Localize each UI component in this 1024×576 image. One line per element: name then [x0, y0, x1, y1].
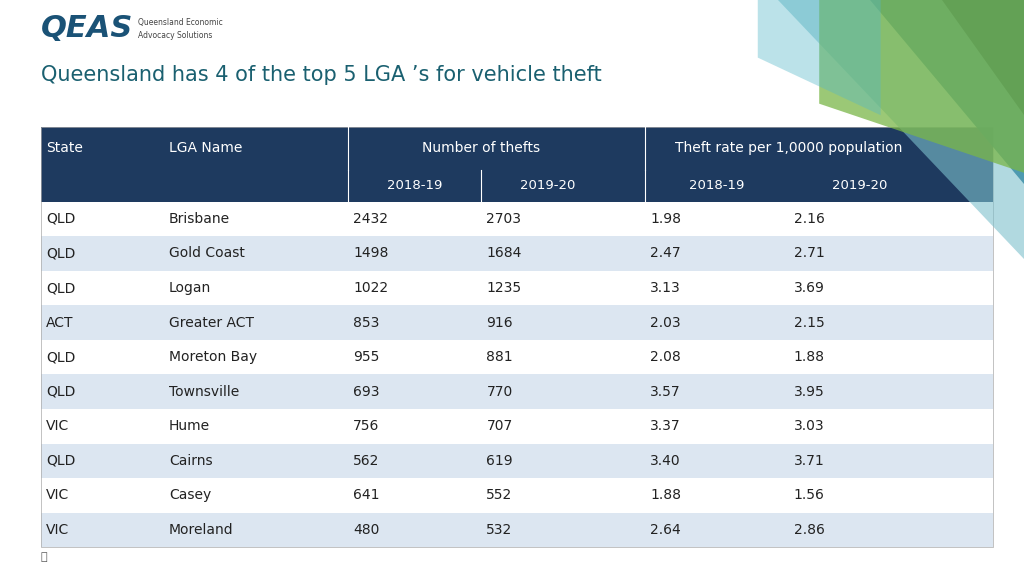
- Text: Theft rate per 1,0000 population: Theft rate per 1,0000 population: [675, 141, 902, 156]
- Text: 2018-19: 2018-19: [689, 179, 744, 192]
- Text: 2.15: 2.15: [794, 316, 824, 329]
- Text: 3.03: 3.03: [794, 419, 824, 433]
- Text: Moreton Bay: Moreton Bay: [169, 350, 257, 364]
- Polygon shape: [758, 0, 881, 115]
- Text: 916: 916: [486, 316, 513, 329]
- Text: 3.71: 3.71: [794, 454, 824, 468]
- Text: 3.40: 3.40: [650, 454, 681, 468]
- Text: Casey: Casey: [169, 488, 211, 502]
- Text: ACT: ACT: [46, 316, 74, 329]
- Bar: [41, 513, 993, 547]
- Text: Townsville: Townsville: [169, 385, 240, 399]
- Text: Ⓒ: Ⓒ: [41, 552, 47, 562]
- Text: Number of thefts: Number of thefts: [422, 141, 541, 156]
- Text: 2.08: 2.08: [650, 350, 681, 364]
- Bar: [41, 478, 993, 513]
- Text: 1684: 1684: [486, 247, 522, 260]
- Text: 2019-20: 2019-20: [833, 179, 888, 192]
- Text: Cairns: Cairns: [169, 454, 213, 468]
- Text: 1.98: 1.98: [650, 212, 681, 226]
- Text: 480: 480: [353, 523, 380, 537]
- Bar: [41, 444, 993, 478]
- Bar: [41, 409, 993, 444]
- Text: 3.69: 3.69: [794, 281, 824, 295]
- Text: Gold Coast: Gold Coast: [169, 247, 245, 260]
- Bar: [41, 170, 993, 202]
- Text: 2.64: 2.64: [650, 523, 681, 537]
- Text: Moreland: Moreland: [169, 523, 233, 537]
- Bar: [41, 127, 993, 547]
- Text: 2018-19: 2018-19: [387, 179, 442, 192]
- Text: 770: 770: [486, 385, 513, 399]
- Text: 2.16: 2.16: [794, 212, 824, 226]
- Text: 3.57: 3.57: [650, 385, 681, 399]
- Text: Logan: Logan: [169, 281, 211, 295]
- Text: 3.13: 3.13: [650, 281, 681, 295]
- Text: QLD: QLD: [46, 247, 76, 260]
- Text: 2.86: 2.86: [794, 523, 824, 537]
- Bar: [41, 271, 993, 305]
- Text: 2.71: 2.71: [794, 247, 824, 260]
- Text: 853: 853: [353, 316, 380, 329]
- Text: VIC: VIC: [46, 488, 70, 502]
- Bar: [41, 202, 993, 236]
- Text: 619: 619: [486, 454, 513, 468]
- Text: 1022: 1022: [353, 281, 388, 295]
- Text: 693: 693: [353, 385, 380, 399]
- Text: VIC: VIC: [46, 523, 70, 537]
- Text: Queensland Economic
Advocacy Solutions: Queensland Economic Advocacy Solutions: [138, 18, 223, 40]
- Text: 2.03: 2.03: [650, 316, 681, 329]
- Bar: [41, 127, 993, 170]
- Text: 3.95: 3.95: [794, 385, 824, 399]
- Text: QLD: QLD: [46, 454, 76, 468]
- Polygon shape: [819, 0, 1024, 173]
- Text: QEAS: QEAS: [41, 14, 133, 43]
- Text: 955: 955: [353, 350, 380, 364]
- Text: 2.47: 2.47: [650, 247, 681, 260]
- Text: 2019-20: 2019-20: [520, 179, 575, 192]
- Bar: [41, 305, 993, 340]
- Text: 3.37: 3.37: [650, 419, 681, 433]
- Text: 756: 756: [353, 419, 380, 433]
- Text: QLD: QLD: [46, 385, 76, 399]
- Text: 532: 532: [486, 523, 513, 537]
- Bar: [41, 340, 993, 374]
- Text: 881: 881: [486, 350, 513, 364]
- Text: 1498: 1498: [353, 247, 389, 260]
- Text: Queensland has 4 of the top 5 LGA ’s for vehicle theft: Queensland has 4 of the top 5 LGA ’s for…: [41, 65, 602, 85]
- Text: QLD: QLD: [46, 350, 76, 364]
- Text: 1.88: 1.88: [794, 350, 824, 364]
- Text: 707: 707: [486, 419, 513, 433]
- Text: 562: 562: [353, 454, 380, 468]
- Text: 1235: 1235: [486, 281, 521, 295]
- Text: 1.56: 1.56: [794, 488, 824, 502]
- Bar: [41, 236, 993, 271]
- Polygon shape: [870, 0, 1024, 184]
- Text: VIC: VIC: [46, 419, 70, 433]
- Text: QLD: QLD: [46, 281, 76, 295]
- Text: 1.88: 1.88: [650, 488, 681, 502]
- Text: 641: 641: [353, 488, 380, 502]
- Text: Greater ACT: Greater ACT: [169, 316, 254, 329]
- Text: QLD: QLD: [46, 212, 76, 226]
- Text: 552: 552: [486, 488, 513, 502]
- Text: 2432: 2432: [353, 212, 388, 226]
- Polygon shape: [778, 0, 1024, 259]
- Text: 2703: 2703: [486, 212, 521, 226]
- Polygon shape: [942, 0, 1024, 115]
- Text: State: State: [46, 141, 83, 156]
- Text: LGA Name: LGA Name: [169, 141, 243, 156]
- Text: Brisbane: Brisbane: [169, 212, 230, 226]
- Text: Hume: Hume: [169, 419, 210, 433]
- Bar: [41, 374, 993, 409]
